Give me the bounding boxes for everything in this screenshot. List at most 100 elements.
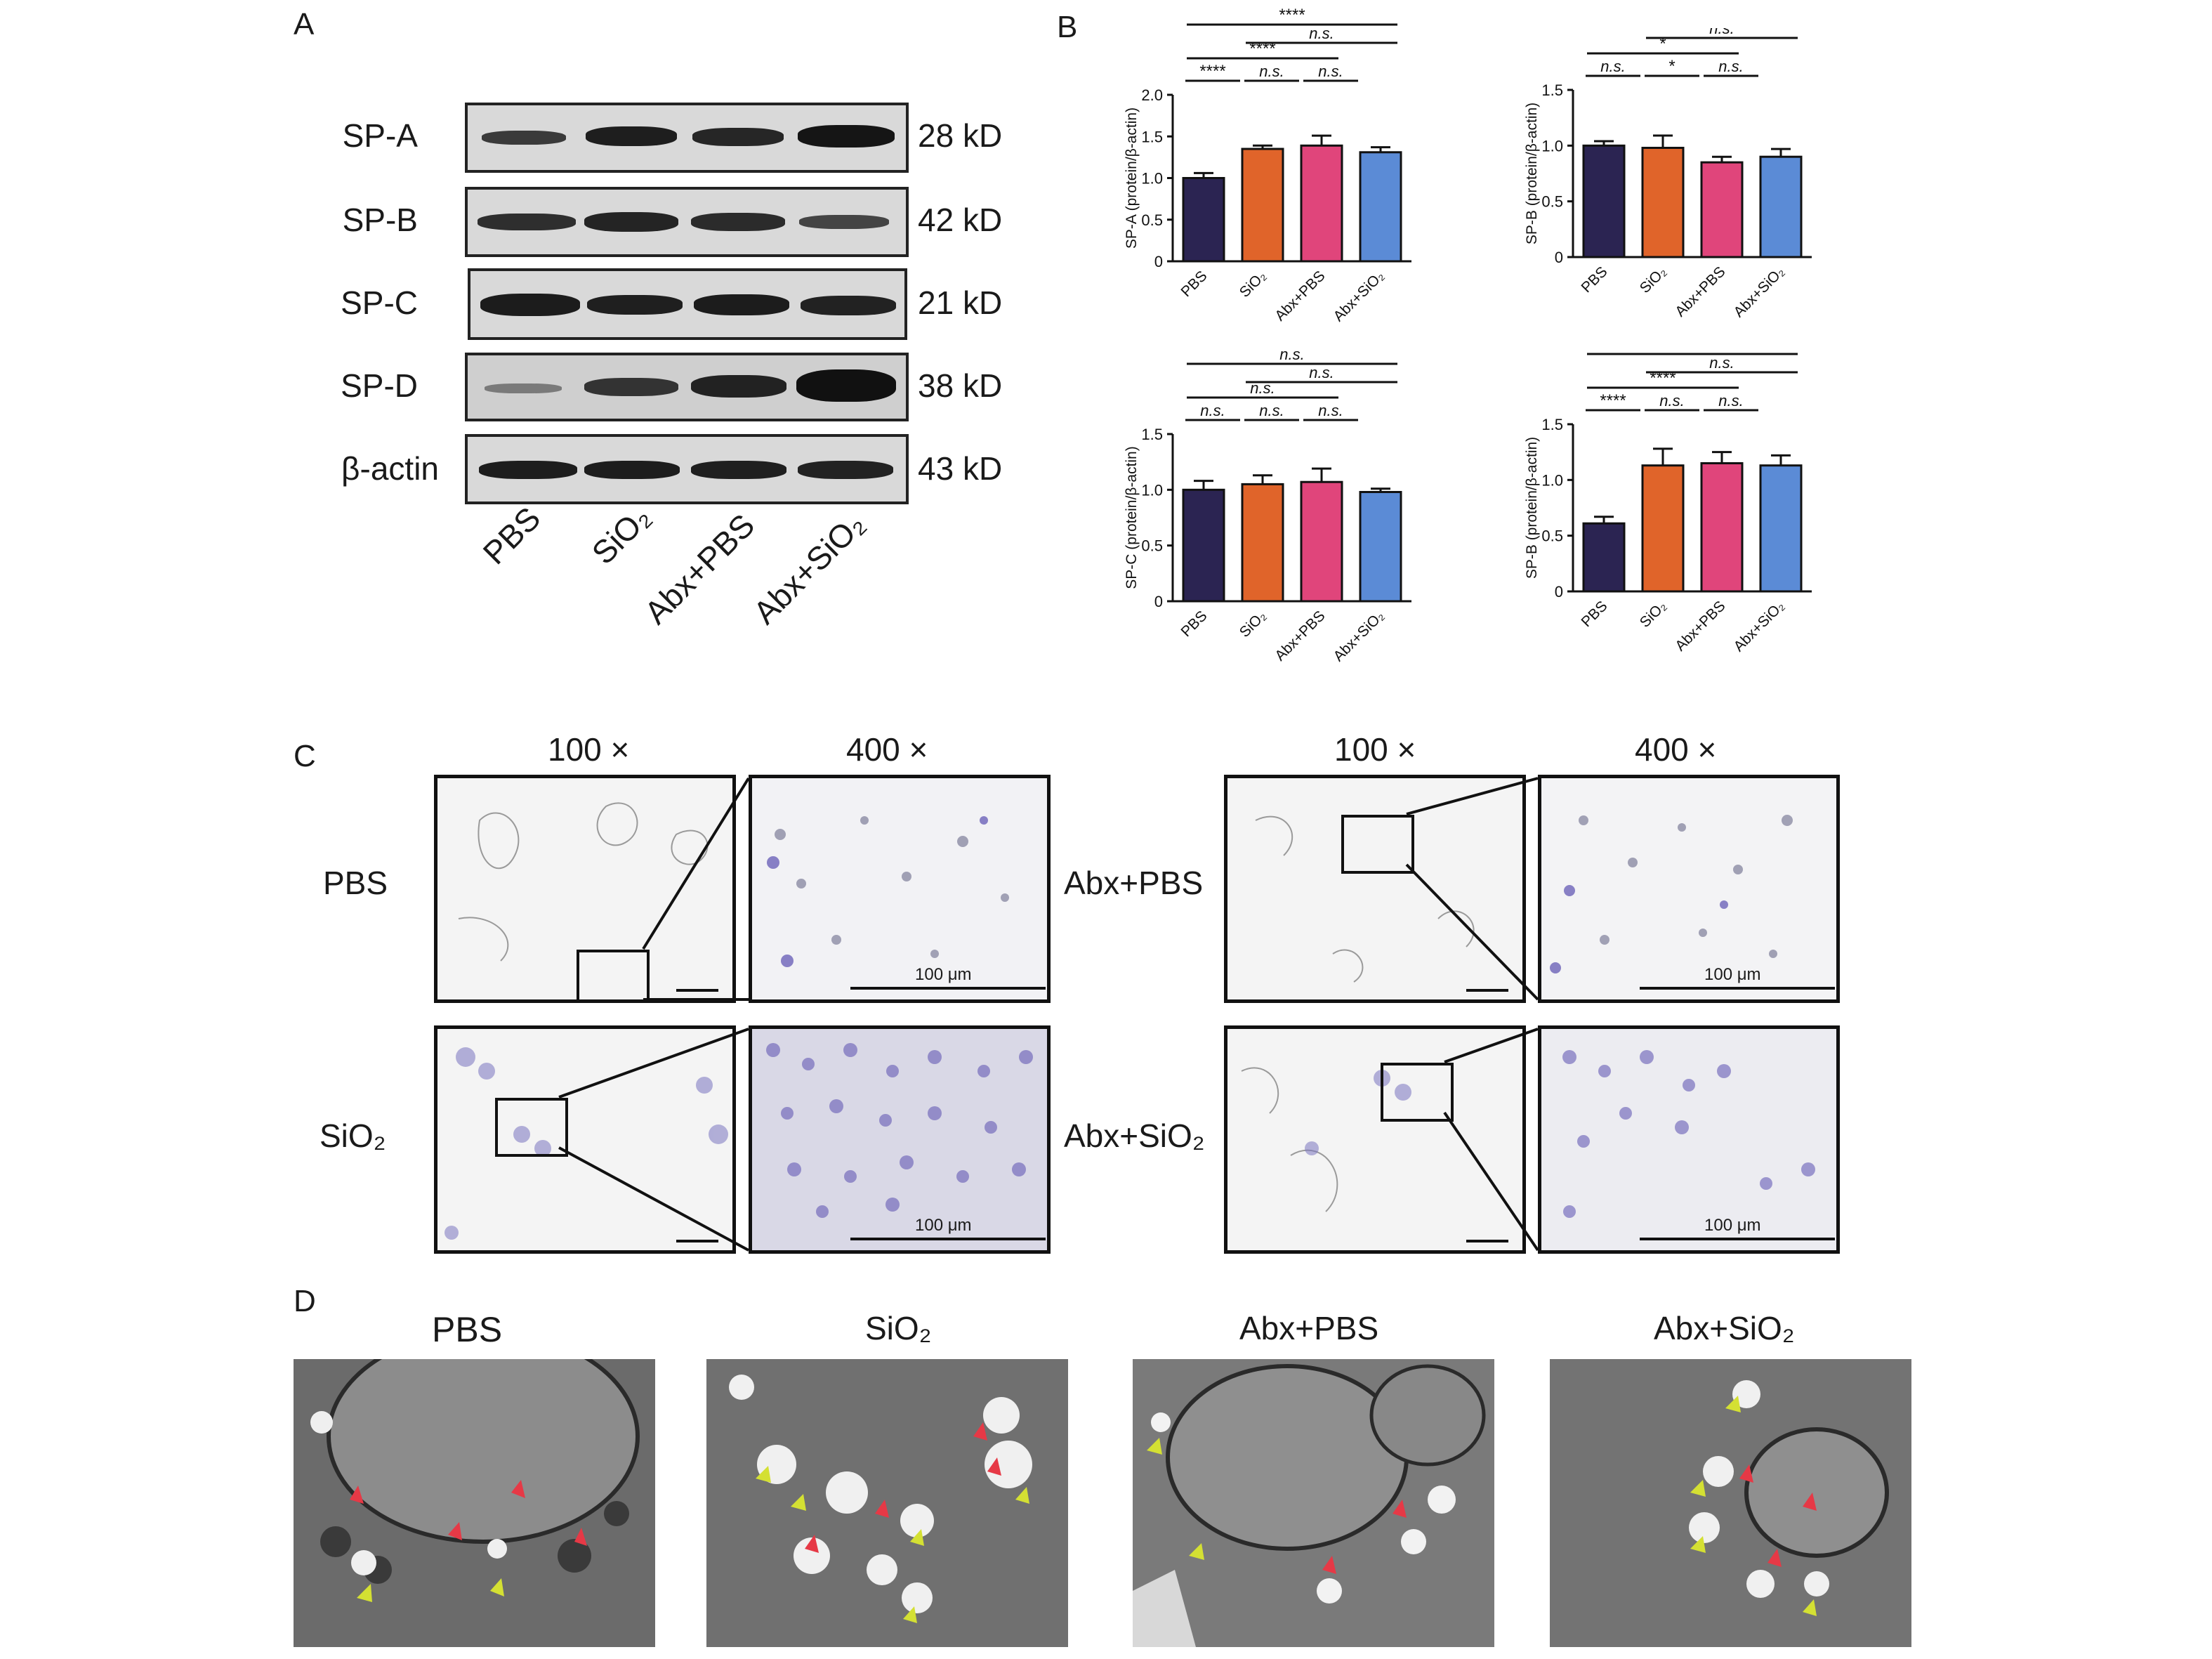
wb-band xyxy=(799,215,889,229)
wb-strip-spb xyxy=(465,187,909,257)
scale-bar xyxy=(676,1240,718,1242)
bar xyxy=(1182,488,1225,603)
y-tick-label: 1.5 xyxy=(1141,426,1163,443)
significance-label: **** xyxy=(1679,344,1705,354)
wb-kd-spd: 38 kD xyxy=(918,367,1003,404)
histology-image xyxy=(1224,775,1526,1003)
bar-chart-spb: 00.51.01.5SP-B (protein/β-actin)PBS SiO₂ A… xyxy=(1524,28,1812,320)
mag-label: 100 × xyxy=(548,731,630,768)
y-tick-label: 1.5 xyxy=(1541,416,1563,433)
y-tick-label: 1.0 xyxy=(1141,170,1163,188)
significance-label: **** xyxy=(1600,391,1626,410)
bar xyxy=(1241,483,1284,603)
y-axis-label: SP-B (protein/β-actin) xyxy=(1524,437,1540,579)
y-axis-label: SP-A (protein/β-actin) xyxy=(1124,107,1140,249)
wb-kd-spa: 28 kD xyxy=(918,117,1003,154)
wb-strip-spa xyxy=(465,103,909,173)
significance-label: * xyxy=(1668,57,1675,76)
wb-strip-spd xyxy=(465,353,909,421)
bar-chart-spb-2: 00.51.01.5SP-B (protein/β-actin)PBS SiO₂ A… xyxy=(1524,344,1812,655)
significance-label: n.s. xyxy=(1259,402,1284,419)
scale-bar xyxy=(676,989,718,992)
significance-label: n.s. xyxy=(1250,379,1275,397)
wb-band xyxy=(692,128,784,146)
significance-label: * xyxy=(1659,34,1666,53)
significance-label: n.s. xyxy=(1709,354,1734,372)
scale-bar xyxy=(1640,987,1835,990)
wb-band xyxy=(584,461,680,479)
wb-band xyxy=(586,126,677,146)
panel-label-b: B xyxy=(1057,10,1078,44)
significance-label: n.s. xyxy=(1709,28,1734,37)
significance-label: n.s. xyxy=(1718,392,1743,409)
bar xyxy=(1582,522,1626,593)
zoom-connector-line xyxy=(1443,1111,1539,1252)
histology-image xyxy=(1224,1025,1526,1254)
wb-band xyxy=(801,296,896,315)
y-tick-label: 1.0 xyxy=(1541,137,1563,155)
y-axis-label: SP-C (protein/β-actin) xyxy=(1124,446,1140,589)
scale-label: 100 μm xyxy=(915,1216,972,1235)
histology-image: 100 μm xyxy=(1538,1025,1840,1254)
wb-band xyxy=(691,375,786,398)
wb-band xyxy=(798,461,893,479)
y-tick-label: 2.0 xyxy=(1141,86,1163,104)
zoom-box xyxy=(1381,1063,1454,1122)
y-tick-label: 1.0 xyxy=(1541,471,1563,489)
bar xyxy=(1300,480,1343,603)
mag-label: 400 × xyxy=(1635,731,1717,768)
y-tick-label: 1.5 xyxy=(1541,81,1563,99)
tem-image xyxy=(1133,1359,1494,1647)
tem-image xyxy=(706,1359,1068,1647)
histo-group-label: PBS xyxy=(323,865,388,901)
zoom-connector-line xyxy=(642,777,750,950)
zoom-connector-line xyxy=(558,1028,749,1099)
wb-band xyxy=(584,378,678,396)
wb-band xyxy=(796,369,896,402)
tem-title: SiO₂ xyxy=(865,1310,932,1346)
bar xyxy=(1641,464,1685,593)
significance-label: **** xyxy=(1650,369,1676,388)
significance-label: **** xyxy=(1279,6,1305,25)
wb-band xyxy=(479,461,577,479)
zoom-connectors xyxy=(558,777,1539,1252)
bar-chart-spc: 00.51.01.5SP-C (protein/β-actin)PBS SiO₂ A… xyxy=(1124,346,1411,664)
wb-kd-spb: 42 kD xyxy=(918,202,1003,238)
y-tick-label: 0 xyxy=(1555,249,1563,266)
zoom-connector-line xyxy=(1444,1028,1539,1063)
significance-label: n.s. xyxy=(1259,63,1284,80)
panel-label-d: D xyxy=(294,1284,316,1318)
y-tick-label: 0 xyxy=(1555,583,1563,601)
significance-label: n.s. xyxy=(1200,402,1225,419)
histology-image: 100 μm xyxy=(1538,775,1840,1003)
bar-chart-spa: 00.51.01.52.0SP-A (protein/β-actin)PBS Si… xyxy=(1124,6,1411,324)
bar xyxy=(1700,161,1744,258)
wb-kd-spc: 21 kD xyxy=(918,284,1003,321)
wb-label-spc: SP-C xyxy=(341,284,418,321)
histology-image xyxy=(434,775,736,1003)
wb-band xyxy=(691,461,786,479)
histology-image: 100 μm xyxy=(749,1025,1051,1254)
y-tick-label: 0.5 xyxy=(1141,537,1163,555)
mag-label: 400 × xyxy=(846,731,928,768)
tem-image xyxy=(1550,1359,1911,1647)
y-tick-label: 0 xyxy=(1154,253,1163,270)
significance-label: n.s. xyxy=(1309,364,1334,381)
bar xyxy=(1582,144,1626,258)
scale-label: 100 μm xyxy=(915,965,972,984)
panel-label-a: A xyxy=(294,7,315,41)
tem-image xyxy=(294,1359,655,1647)
scale-label: 100 μm xyxy=(1704,965,1761,984)
scale-label: 100 μm xyxy=(1704,1216,1761,1235)
wb-band xyxy=(480,294,580,316)
tem-title: Abx+SiO₂ xyxy=(1654,1310,1795,1346)
significance-label: **** xyxy=(1249,39,1275,58)
zoom-connector-line xyxy=(1405,863,1539,1001)
y-tick-label: 0.5 xyxy=(1541,193,1563,211)
wb-label-spb: SP-B xyxy=(342,202,418,238)
panel-label-c: C xyxy=(294,739,316,773)
bar xyxy=(1700,462,1744,593)
zoom-box xyxy=(577,950,650,999)
zoom-connector-line xyxy=(1406,777,1539,815)
significance-label: **** xyxy=(1199,62,1225,81)
